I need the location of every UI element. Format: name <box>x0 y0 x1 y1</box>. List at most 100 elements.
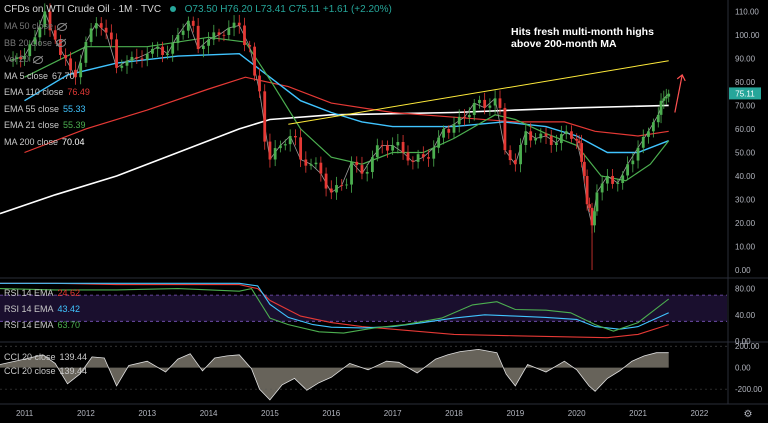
candle-body <box>656 114 660 123</box>
legend-label: RSI 14 EMA <box>4 288 54 298</box>
candle-body <box>237 22 241 26</box>
cci-legend: CCI 20 close 139.44 CCI 20 close 139.44 <box>4 350 87 378</box>
candle-body <box>432 147 436 159</box>
legend-value: 76.49 <box>67 87 90 97</box>
candle-body <box>345 184 349 186</box>
legend-row[interactable]: EMA 110 close 76.49 <box>4 84 90 101</box>
hidden-eye-icon[interactable] <box>56 39 67 48</box>
time-tick-label: 2020 <box>568 409 586 418</box>
candle-body <box>248 45 252 47</box>
resistance-trendline[interactable] <box>288 60 669 125</box>
candle-body <box>181 30 185 35</box>
candle-body <box>156 46 160 49</box>
candle-body <box>375 145 379 158</box>
candle-body <box>667 93 671 97</box>
ohlc-readout: O73.50 H76.20 L73.41 C75.11 +1.61 (+2.20… <box>184 4 392 15</box>
candle-body <box>314 162 318 165</box>
candle-body <box>524 131 528 146</box>
legend-value: 55.39 <box>63 120 86 130</box>
candle-body <box>626 164 630 176</box>
candle-body <box>588 204 591 208</box>
candle-body <box>135 56 139 59</box>
legend-row[interactable]: BB 20 close <box>4 35 90 52</box>
candle-body <box>15 57 19 60</box>
candle-body <box>99 23 103 28</box>
candle-body <box>319 162 323 174</box>
legend-row[interactable]: EMA 55 close 55.33 <box>4 101 90 118</box>
legend-row[interactable]: MA 200 close 70.04 <box>4 134 90 151</box>
price-tick-label: 70.00 <box>735 101 756 110</box>
candle-body <box>457 116 461 125</box>
legend-row[interactable]: EMA 21 close 55.39 <box>4 117 90 134</box>
candle-body <box>227 27 231 36</box>
candle-body <box>104 27 108 33</box>
price-tick-label: 90.00 <box>735 54 756 63</box>
price-tick-label: 80.00 <box>735 78 756 87</box>
hidden-eye-icon[interactable] <box>33 55 44 64</box>
candle-body <box>616 183 620 184</box>
candle-body <box>196 25 200 50</box>
price-tick-label: 50.00 <box>735 148 756 157</box>
cci-tick-label: 200.00 <box>735 342 760 351</box>
time-tick-label: 2015 <box>261 409 279 418</box>
ema110-line <box>24 76 669 154</box>
candle-body <box>109 32 113 40</box>
candle-body <box>463 116 466 118</box>
candle-body <box>437 137 441 148</box>
candle-body <box>64 54 68 59</box>
candle-body <box>647 131 650 137</box>
legend-row[interactable]: CCI 20 close 139.44 <box>4 350 87 364</box>
price-tick-label: 100.00 <box>735 31 760 40</box>
candle-body <box>662 98 666 101</box>
time-tick-label: 2019 <box>506 409 524 418</box>
candle-body <box>651 122 655 132</box>
legend-value: 24.62 <box>57 288 81 298</box>
legend-row[interactable]: RSI 14 EMA 63.70 <box>4 317 80 333</box>
candle-body <box>416 154 420 162</box>
time-tick-label: 2014 <box>200 409 218 418</box>
legend-value: 139.44 <box>59 352 88 362</box>
candle-body <box>217 32 221 35</box>
time-tick-label: 2022 <box>690 409 708 418</box>
legend-row[interactable]: RSI 14 EMA 43.42 <box>4 301 80 317</box>
legend-row[interactable]: Vol 20 <box>4 51 90 68</box>
settings-gear-icon[interactable]: ⚙ <box>744 409 753 420</box>
legend-row[interactable]: RSI 14 EMA 24.62 <box>4 285 80 301</box>
candle-body <box>549 136 553 145</box>
cci-line <box>0 348 669 401</box>
price-tick-label: 0.00 <box>735 266 751 275</box>
candle-body <box>391 145 395 151</box>
legend-row[interactable]: MA 5 close 67.70 <box>4 68 90 85</box>
candle-body <box>478 99 481 104</box>
candle-body <box>273 148 277 160</box>
legend-row[interactable]: CCI 20 close 139.44 <box>4 364 87 378</box>
candle-body <box>207 39 210 46</box>
candle-body <box>59 39 62 55</box>
symbol-title[interactable]: CFDs on WTI Crude Oil · 1M · TVC <box>4 4 162 15</box>
time-tick-label: 2013 <box>138 409 156 418</box>
time-tick-label: 2017 <box>384 409 402 418</box>
legend-label: MA 50 close <box>4 21 54 31</box>
candle-body <box>268 141 272 160</box>
candle-body <box>421 154 425 158</box>
candle-body <box>498 98 502 108</box>
candle-body <box>396 142 400 146</box>
rsi-band <box>0 295 727 322</box>
up-arrow-icon[interactable] <box>674 74 683 113</box>
legend-row[interactable]: MA 50 close <box>4 18 90 35</box>
candle-body <box>585 176 589 205</box>
candle-body <box>79 62 83 78</box>
candle-body <box>386 145 389 151</box>
candle-body <box>186 20 190 31</box>
hidden-eye-icon[interactable] <box>57 22 68 31</box>
candle-body <box>555 143 558 145</box>
candle-body <box>212 32 216 40</box>
candle-body <box>513 160 517 165</box>
candle-body <box>145 53 149 60</box>
candle-body <box>299 137 303 160</box>
candle-body <box>508 150 512 161</box>
candle-body <box>89 28 93 42</box>
candle-body <box>406 152 410 161</box>
